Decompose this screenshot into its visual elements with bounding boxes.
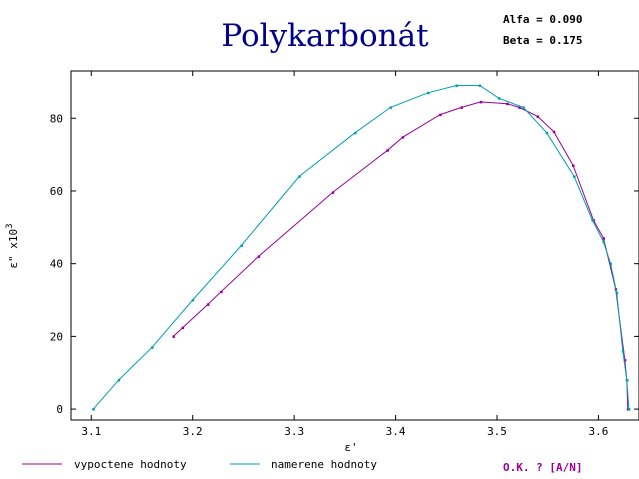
y-axis-label: ɛ" x103 [5,223,20,268]
y-tick-label: 20 [50,330,63,343]
series-point-0 [623,359,627,362]
series-point-1 [427,91,430,95]
series-point-0 [331,191,335,194]
series-point-1 [602,240,605,244]
series-point-1 [573,175,576,178]
series-line-1 [92,85,630,410]
series-point-0 [206,303,210,306]
series-point-1 [298,175,301,178]
x-tick-label: 3.4 [386,425,406,438]
x-tick-label: 3.3 [284,425,304,438]
series-point-0 [401,136,405,139]
series-point-1 [478,84,482,88]
y-axis-ticks: 0 20 40 60 80 [50,112,639,416]
plot-frame [70,70,639,421]
series-point-1 [591,219,594,222]
series-point-1 [354,131,357,135]
y-tick-label: 0 [56,403,63,416]
series-point-1 [627,408,631,411]
series-point-1 [609,262,613,266]
legend-label-vypoctene: vypoctene hodnoty [74,458,187,471]
series-point-0 [536,115,540,118]
series-point-1 [615,291,619,295]
legend: vypoctene hodnoty namerene hodnoty [22,458,377,471]
series-point-0 [572,164,575,168]
series-point-1 [389,106,392,109]
chart-title: Polykarbonát [221,18,429,54]
series-point-0 [460,106,463,109]
x-axis-ticks: 3.1 3.2 3.3 3.4 3.5 3.6 [81,71,608,438]
series-point-1 [92,408,95,411]
series-layer [92,84,631,411]
series-point-0 [439,113,442,117]
series-point-0 [479,100,483,104]
ok-prompt[interactable]: O.K. ? [A/N] [503,461,582,474]
series-point-0 [181,326,185,330]
series-point-1 [240,244,243,247]
series-point-1 [545,131,549,135]
series-point-0 [172,335,175,338]
x-tick-label: 3.5 [487,425,507,438]
series-point-0 [257,255,261,258]
series-line-0 [173,101,629,410]
series-point-1 [621,349,625,353]
series-point-1 [625,379,629,382]
series-point-0 [602,237,605,240]
series-point-0 [518,106,521,109]
series-point-1 [522,106,525,109]
series-point-0 [552,130,556,134]
x-axis-label: ɛ' [344,441,357,454]
x-tick-label: 3.6 [588,425,608,438]
series-point-0 [386,149,389,152]
series-point-1 [455,84,458,88]
y-tick-label: 60 [50,185,63,198]
series-point-1 [151,346,154,349]
series-point-0 [506,102,509,106]
legend-label-namerene: namerene hodnoty [271,458,377,471]
x-tick-label: 3.1 [81,425,101,438]
x-tick-label: 3.2 [183,425,203,438]
series-point-1 [191,299,195,302]
y-tick-label: 80 [50,112,63,125]
series-point-1 [498,97,501,100]
series-point-1 [117,379,121,382]
param-beta: Beta = 0.175 [503,34,583,47]
y-tick-label: 40 [50,258,63,271]
param-alfa: Alfa = 0.090 [503,13,583,26]
series-point-0 [220,290,223,294]
